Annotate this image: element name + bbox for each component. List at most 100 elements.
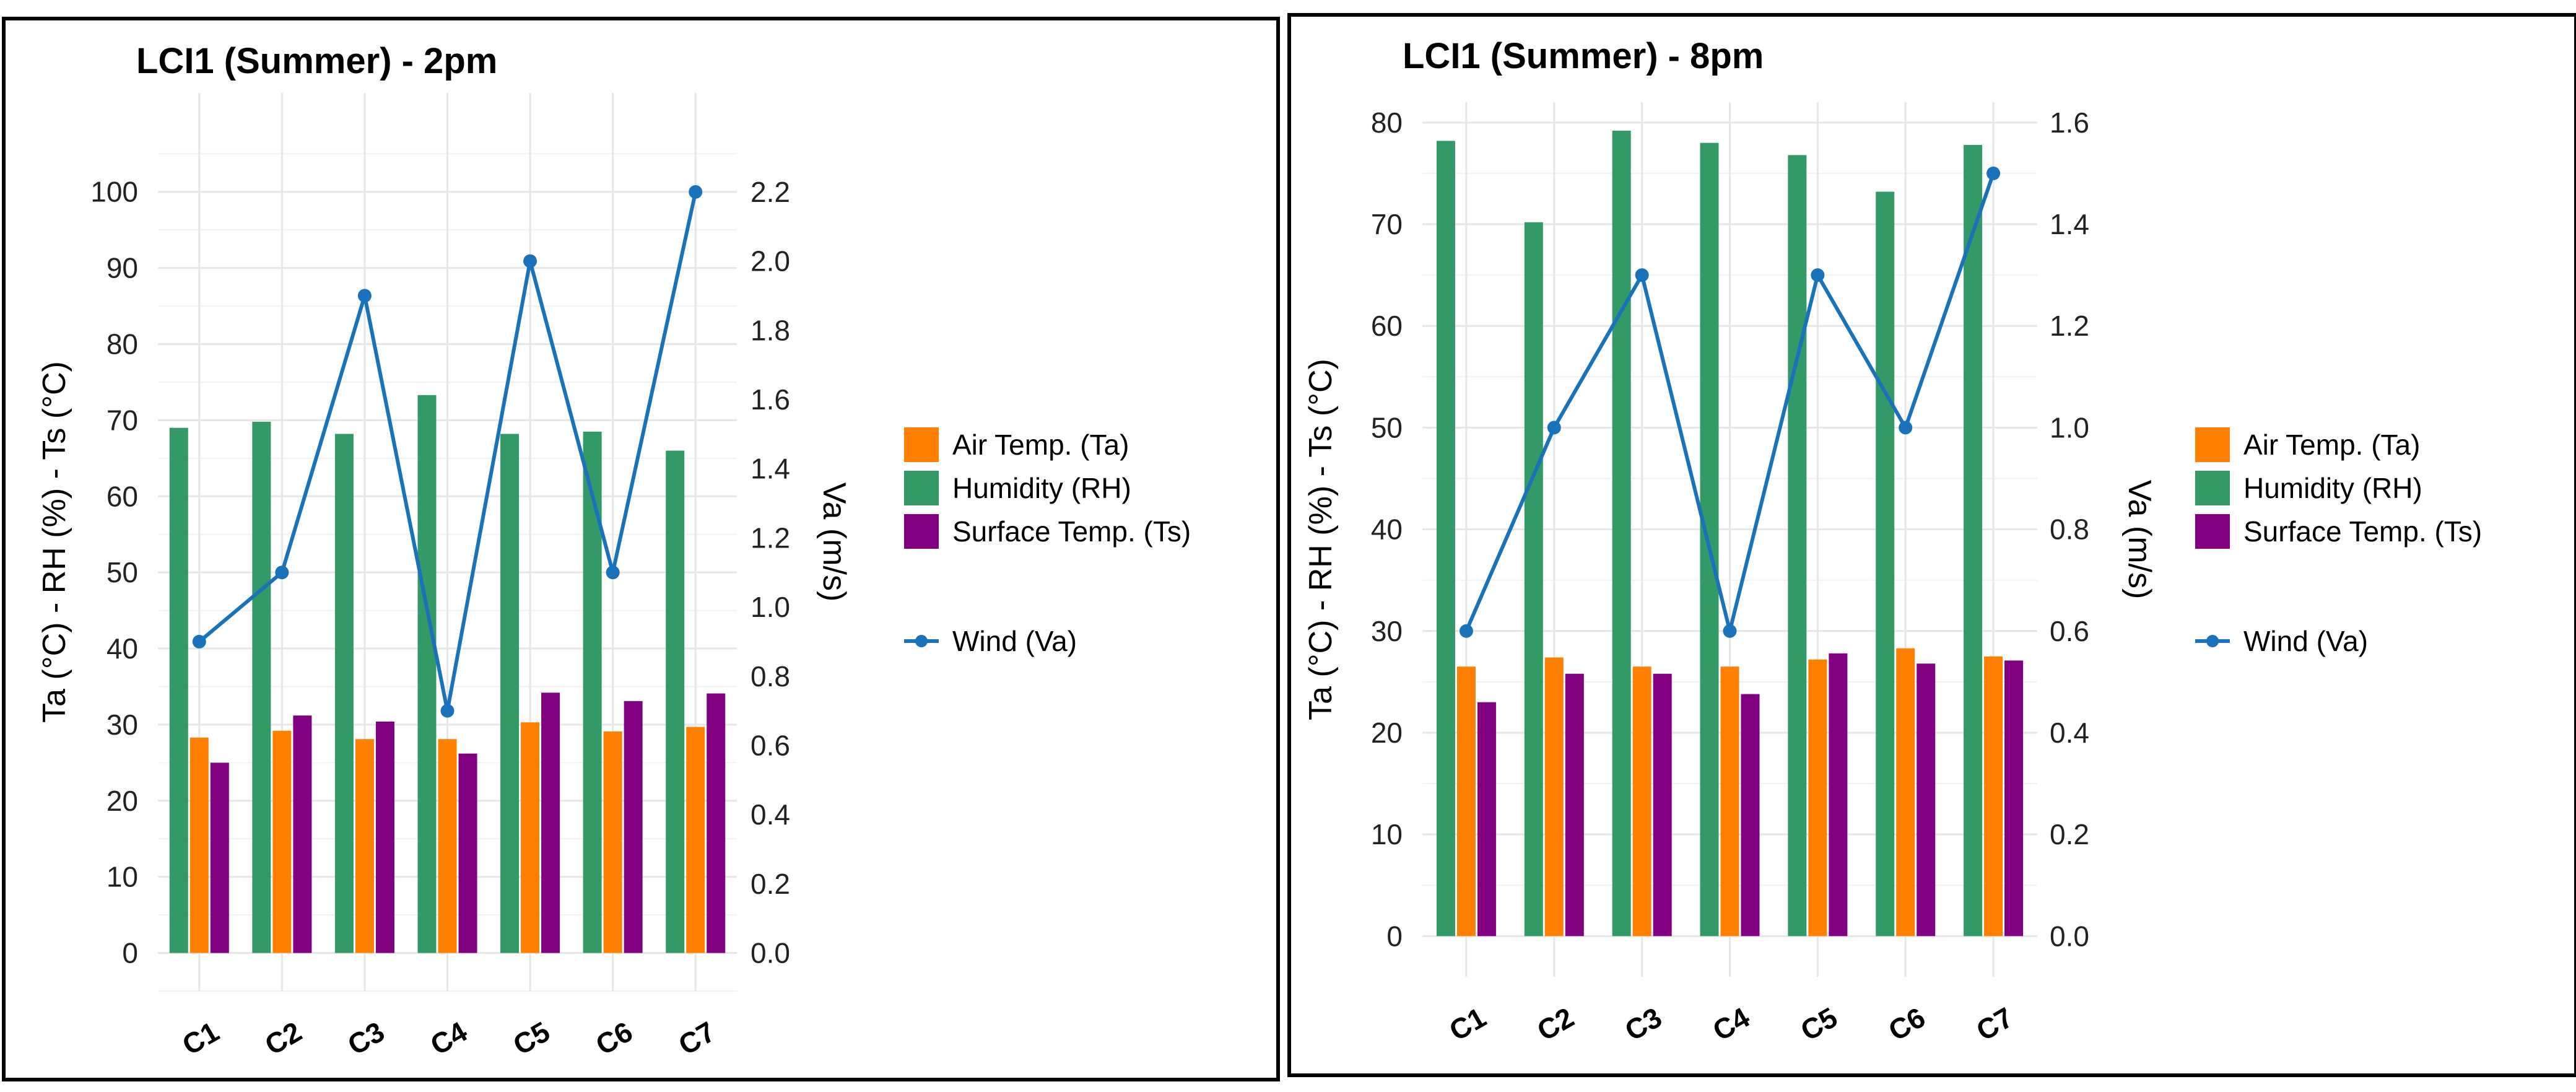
x-tick-label: C2 [1531,1001,1579,1047]
bar-air-temp-C5 [521,722,540,953]
bar-humidity-C7 [666,450,685,953]
y-axis-right: 0.0 0.2 0.4 0.6 0.8 1.0 1.2 1.4 1.6 [2050,107,2089,952]
y2-axis-label: Va (m/s) [2121,480,2157,600]
y2-tick-label: 0.6 [2050,615,2089,647]
y2-axis-label: Va (m/s) [816,483,852,602]
legend-swatch [904,471,939,505]
x-tick-label: C4 [425,1015,472,1062]
legend-label: Air Temp. (Ta) [952,429,1129,461]
bar-surface-temp-C6 [624,701,643,953]
wind-point-C3 [1635,268,1649,282]
y-tick-label: 80 [107,328,138,360]
legend-swatch [904,514,939,549]
y2-tick-label: 1.8 [751,314,790,346]
y2-tick-label: 1.4 [751,453,790,485]
bar-air-temp-C4 [438,739,457,953]
legend: Air Temp. (Ta) Humidity (RH) Surface Temp.… [2195,427,2482,657]
wind-point-C5 [523,254,537,268]
wind-point-C7 [689,185,703,199]
wind-point-C2 [1547,421,1561,435]
y2-tick-label: 0.0 [2050,920,2089,952]
x-tick-label: C4 [1707,1001,1755,1047]
x-tick-label: C6 [590,1015,638,1061]
y2-tick-label: 0.4 [751,798,790,831]
y2-tick-label: 0.6 [751,729,790,761]
y-tick-label: 60 [1371,310,1403,342]
y-axis-label: Ta (°C) - RH (%) - Ts (°C) [37,361,72,723]
panel-frame [1287,13,2576,1077]
y-tick-label: 0 [122,937,138,969]
x-tick-label: C5 [1795,1001,1843,1047]
bar-air-temp-C3 [1632,666,1651,937]
bar-humidity-C4 [1700,142,1719,937]
x-tick-label: C7 [673,1015,721,1061]
bar-air-temp-C5 [1808,659,1827,937]
bar-humidity-C2 [252,421,271,953]
y2-tick-label: 0.0 [751,937,790,969]
y2-tick-label: 2.0 [751,245,790,277]
bar-surface-temp-C3 [375,722,394,953]
wind-point-C4 [440,704,455,718]
y-tick-label: 60 [107,480,138,512]
y2-tick-label: 1.6 [2050,107,2089,139]
y-tick-label: 40 [107,632,138,665]
bar-surface-temp-C4 [1741,694,1760,937]
x-axis: C1 C2 C3 C4 C5 C6 C7 [176,1015,720,1062]
y-tick-label: 50 [1371,411,1403,443]
bar-air-temp-C6 [603,731,622,953]
bar-humidity-C5 [1788,155,1807,937]
y-tick-label: 40 [1371,513,1403,546]
y2-tick-label: 0.4 [2050,717,2089,749]
x-axis: C1 C2 C3 C4 C5 C6 C7 [1443,1001,2018,1047]
y2-tick-label: 1.0 [2050,411,2089,443]
y2-tick-label: 1.2 [2050,310,2089,342]
bar-humidity-C2 [1524,222,1543,937]
legend-label: Wind (Va) [2243,625,2368,657]
y-tick-label: 80 [1371,107,1403,139]
y2-tick-label: 0.8 [2050,513,2089,546]
y2-tick-label: 1.0 [751,591,790,623]
legend-swatch [2195,471,2230,505]
wind-point-C5 [1811,268,1825,282]
bar-surface-temp-C4 [458,753,477,953]
bar-surface-temp-C5 [541,692,560,953]
wind-series [192,185,703,718]
chart-panel-1: 0 10 20 30 40 50 60 70 80 90 100 0.0 0.2 0.4 0.6 0.8 1.0… [2,17,1280,1081]
y-axis-left: 0 10 20 30 40 50 60 70 80 [1371,107,1403,952]
bar-air-temp-C6 [1896,648,1915,937]
bars [1436,130,2024,937]
bar-air-temp-C7 [1984,656,2003,937]
legend-label: Air Temp. (Ta) [2243,429,2420,461]
y-tick-label: 70 [1371,208,1403,240]
x-tick-label: C3 [342,1015,389,1061]
bar-humidity-C1 [169,427,188,953]
bars [169,395,726,953]
chart-title: LCI1 (Summer) - 2pm [136,41,497,81]
y-tick-label: 30 [107,709,138,741]
legend-label: Surface Temp. (Ts) [952,515,1191,548]
legend: Air Temp. (Ta) Humidity (RH) Surface Temp.… [904,427,1191,657]
bar-surface-temp-C7 [2004,660,2024,937]
y2-tick-label: 0.2 [751,868,790,900]
bar-humidity-C7 [1964,144,1983,937]
bar-air-temp-C1 [1456,666,1476,937]
wind-point-C1 [192,634,206,649]
legend-swatch [904,427,939,462]
legend-swatch [2195,514,2230,549]
bar-surface-temp-C6 [1917,663,1936,937]
bar-air-temp-C1 [189,737,209,953]
bar-humidity-C4 [417,395,437,953]
y-tick-label: 30 [1371,615,1403,647]
bar-humidity-C3 [1612,130,1631,937]
y-tick-label: 10 [1371,818,1403,850]
bar-surface-temp-C1 [210,762,229,953]
y-axis-left: 0 10 20 30 40 50 60 70 80 90 100 [90,176,138,969]
bar-surface-temp-C7 [707,693,726,953]
x-tick-label: C1 [176,1015,224,1061]
wind-series [1459,166,2001,638]
bar-air-temp-C2 [1544,657,1564,937]
bar-surface-temp-C5 [1829,653,1848,937]
y-tick-label: 10 [107,861,138,893]
y2-tick-label: 1.6 [751,383,790,416]
y-tick-label: 20 [1371,717,1403,749]
